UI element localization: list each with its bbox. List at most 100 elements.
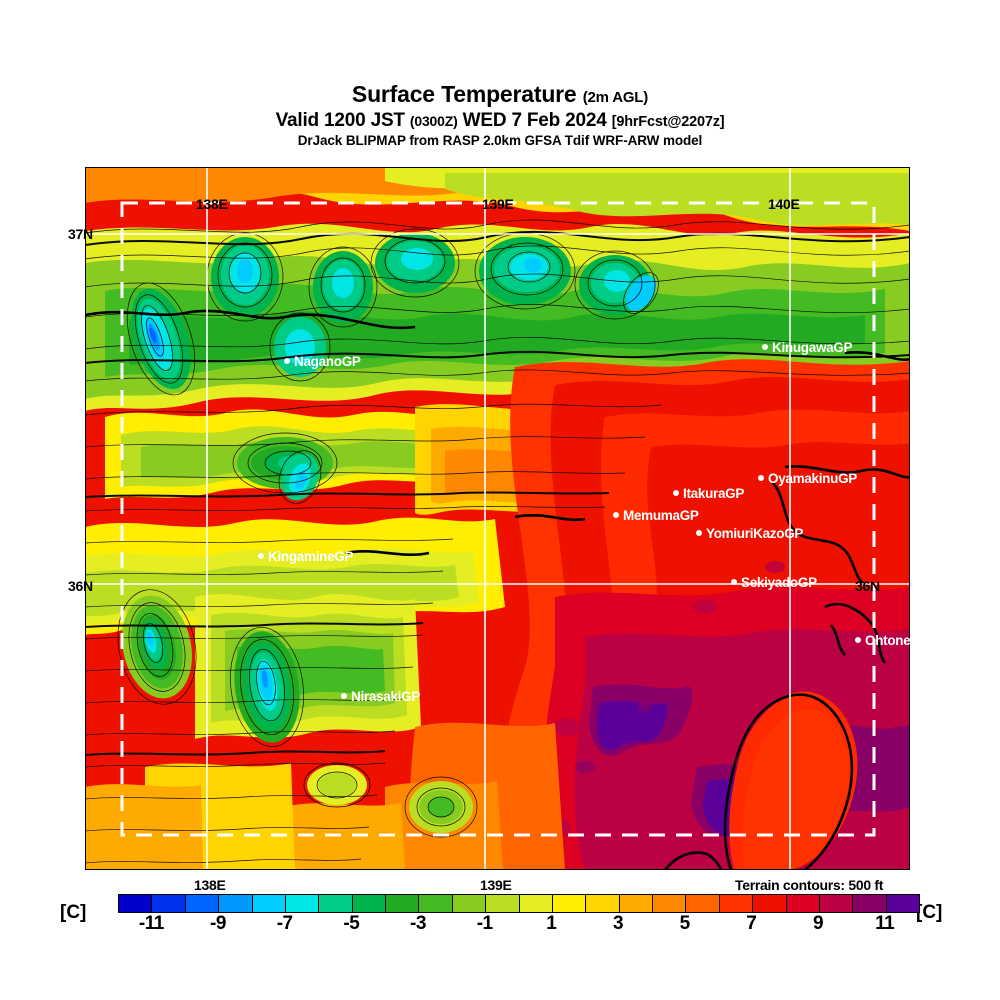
station-label: FujigawaGP <box>396 868 471 883</box>
station-dot-icon <box>258 553 264 560</box>
station-dot-icon <box>762 344 768 351</box>
color-swatch-22 <box>853 895 887 912</box>
color-swatch-5 <box>285 895 320 912</box>
station-label: SekiyadoGP <box>741 575 817 590</box>
station-label: NaganoGP <box>294 354 361 369</box>
model-source-line: DrJack BLIPMAP from RASP 2.0km GFSA Tdif… <box>297 133 703 148</box>
title-sub: (2m AGL) <box>582 89 649 106</box>
scale-tick-7: 7 <box>746 913 757 934</box>
color-swatch-12 <box>519 895 553 912</box>
color-swatch-4 <box>252 895 286 912</box>
color-swatch-13 <box>552 895 587 912</box>
valid-time-line: Valid 1200 JST (0300Z) WED 7 Feb 2024 [9… <box>0 110 1000 133</box>
station-yomiurikazogp[interactable]: YomiuriKazoGP <box>696 527 803 540</box>
scale-tick--5: -5 <box>343 913 360 934</box>
temperature-map[interactable] <box>85 167 910 870</box>
terrain-contour-note: Terrain contours: 500 ft <box>735 877 884 893</box>
station-dot-icon <box>855 637 861 644</box>
station-nirasakigp[interactable]: NirasakiGP <box>341 690 420 703</box>
station-kingaminegp[interactable]: KingamineGP <box>258 549 354 564</box>
color-swatch-10 <box>452 895 487 912</box>
color-swatch-14 <box>586 895 620 912</box>
station-fujigawagp[interactable]: FujigawaGP <box>386 868 471 883</box>
color-swatch-0 <box>119 895 153 912</box>
scale-tick-5: 5 <box>679 913 691 934</box>
station-memumagp[interactable]: MemumaGP <box>613 509 699 522</box>
station-oyamakinugp[interactable]: OyamakinuGP <box>758 472 857 485</box>
color-swatch-8 <box>386 895 420 912</box>
color-swatch-3 <box>219 895 253 912</box>
station-label: NirasakiGP <box>351 689 421 704</box>
color-scale-bar[interactable] <box>118 894 920 913</box>
lon-label-139E-bottom: 139E <box>480 877 512 893</box>
inner-domain-box <box>120 201 876 837</box>
station-dot-icon <box>386 872 392 879</box>
station-label: OyamakinuGP <box>768 471 857 486</box>
color-swatch-16 <box>653 895 687 912</box>
scale-tick--3: -3 <box>410 913 426 934</box>
station-dot-icon <box>284 358 290 365</box>
station-ohtonegp[interactable]: OhtoneGP <box>855 633 930 648</box>
valid-date: WED 7 Feb 2024 <box>462 110 607 131</box>
temperature-field <box>85 167 910 870</box>
unit-label-right: [C] <box>916 902 943 923</box>
scale-tick-1: 1 <box>546 913 557 934</box>
title-block: Surface Temperature (2m AGL) Valid 1200 … <box>0 82 1000 149</box>
page-title: Surface Temperature (2m AGL) <box>0 82 1000 110</box>
lat-label-37N: 37N <box>68 226 93 242</box>
station-dot-icon <box>731 579 737 586</box>
station-dot-icon <box>341 693 347 700</box>
lon-label-138E-top: 138E <box>196 196 228 212</box>
color-swatch-1 <box>152 895 186 912</box>
color-swatch-6 <box>319 895 353 912</box>
color-scale-ticks: -11 -9 -7 -5 -3 -1 1 3 5 7 9 11 <box>118 913 918 937</box>
scale-tick--7: -7 <box>276 913 293 934</box>
lat-label-36N-right: 36N <box>855 578 880 594</box>
scale-tick--1: -1 <box>476 913 493 934</box>
valid-local: Valid 1200 JST <box>275 110 405 131</box>
unit-label-left: [C] <box>60 902 87 923</box>
color-swatch-17 <box>686 895 720 912</box>
color-swatch-7 <box>352 895 386 912</box>
station-sekiyadogp[interactable]: SekiyadoGP <box>731 576 817 589</box>
station-itakuragp[interactable]: ItakuraGP <box>673 487 744 500</box>
color-swatch-18 <box>719 895 754 912</box>
color-swatch-9 <box>419 895 453 912</box>
station-label: ItakuraGP <box>683 486 745 501</box>
scale-tick-11: 11 <box>875 913 895 934</box>
terrain-contours-major <box>85 230 910 756</box>
station-dot-icon <box>758 475 764 482</box>
color-swatch-15 <box>619 895 653 912</box>
color-swatch-20 <box>786 895 820 912</box>
scale-tick-3: 3 <box>612 913 624 934</box>
station-kinugawagp[interactable]: KinugawaGP <box>762 340 853 355</box>
station-dot-icon <box>613 512 619 519</box>
station-label: YomiuriKazoGP <box>706 526 804 541</box>
scale-tick--9: -9 <box>210 913 226 934</box>
color-swatch-19 <box>753 895 787 912</box>
station-label: KinugawaGP <box>772 340 853 355</box>
title-main: Surface Temperature <box>351 81 577 107</box>
lon-label-138E-bottom: 138E <box>194 877 226 893</box>
lat-label-36N: 36N <box>68 578 93 594</box>
station-label: OhtoneGP <box>865 633 930 648</box>
station-dot-icon <box>696 530 702 537</box>
station-naganogp[interactable]: NaganoGP <box>284 355 361 368</box>
station-dot-icon <box>673 490 679 497</box>
scale-tick--11: -11 <box>138 913 164 934</box>
lon-label-139E-top: 139E <box>482 196 514 212</box>
color-swatch-11 <box>486 895 520 912</box>
valid-utc: (0300Z) <box>409 113 458 129</box>
station-label: MemumaGP <box>623 508 699 523</box>
forecast-stamp: [9hrFcst@2207z] <box>611 114 725 130</box>
coastline <box>85 309 910 870</box>
station-label: KingamineGP <box>268 549 354 564</box>
color-swatch-23 <box>886 895 919 912</box>
scale-tick-9: 9 <box>812 913 824 934</box>
map-canvas <box>85 167 910 870</box>
color-swatch-2 <box>185 895 220 912</box>
lon-label-140E-top: 140E <box>768 196 800 212</box>
graticule-solid <box>85 167 910 870</box>
color-swatch-21 <box>819 895 854 912</box>
